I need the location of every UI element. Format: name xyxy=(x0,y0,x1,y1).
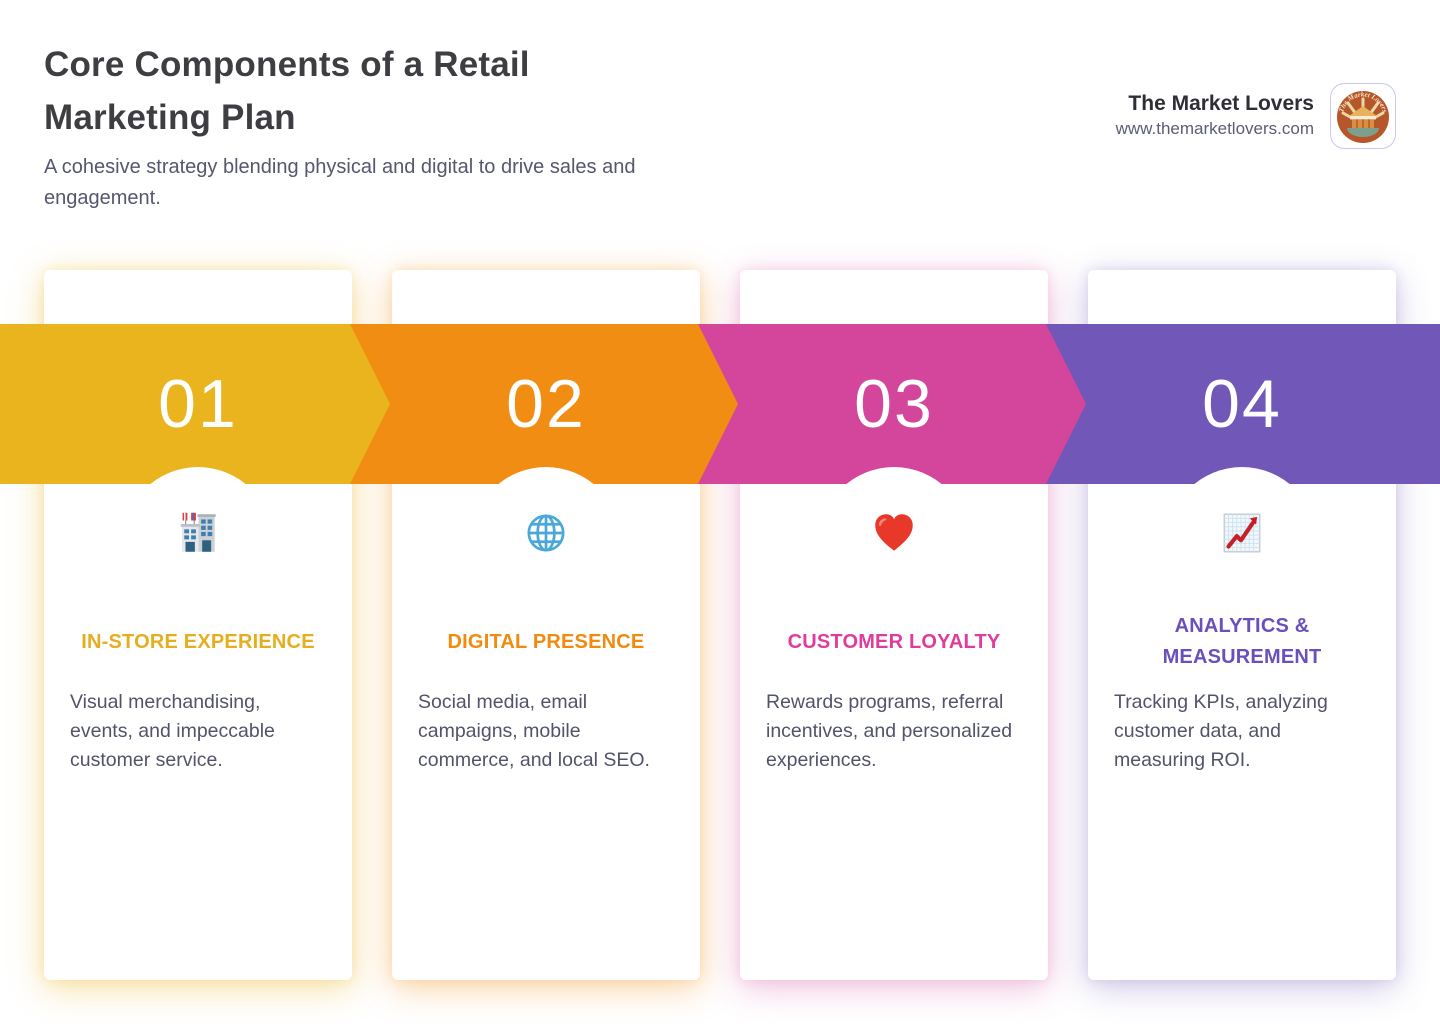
department-store-icon xyxy=(173,512,223,567)
brand-block: The Market Lovers www.themarketlovers.co… xyxy=(1116,83,1396,149)
icon-notch-4 xyxy=(1167,467,1317,617)
step-number-1: 01 xyxy=(158,366,238,442)
page-title: Core Components of a Retail Marketing Pl… xyxy=(44,45,530,137)
page-subtitle: A cohesive strategy blending physical an… xyxy=(44,156,636,209)
ribbon-segment-1 xyxy=(0,324,390,484)
step-description: Tracking KPIs, analyzing customer data, … xyxy=(1114,691,1328,771)
step-title: IN-STORE EXPERIENCE xyxy=(81,630,315,653)
step-description: Visual merchandising, events, and impecc… xyxy=(70,691,275,771)
step-number-2: 02 xyxy=(506,366,586,442)
step-number-3: 03 xyxy=(854,366,934,442)
heart-icon xyxy=(869,514,919,567)
step-title: DIGITAL PRESENCE xyxy=(447,630,645,653)
step-title: CUSTOMER LOYALTY xyxy=(787,630,1001,653)
brand-text: The Market Lovers www.themarketlovers.co… xyxy=(1116,91,1314,141)
globe-icon xyxy=(521,514,571,567)
icon-notch-1 xyxy=(123,467,273,617)
ribbon-segment-4 xyxy=(1046,324,1440,484)
ribbon-segment-3 xyxy=(698,324,1086,484)
step-number-4: 04 xyxy=(1202,366,1282,442)
step-description: Rewards programs, referral incentives, a… xyxy=(766,691,1013,771)
chart-increasing-icon xyxy=(1217,513,1267,567)
brand-name: The Market Lovers xyxy=(1128,92,1314,115)
step-ribbon xyxy=(0,324,1440,484)
brand-url: www.themarketlovers.com xyxy=(1115,119,1314,138)
step-description: Social media, email campaigns, mobile co… xyxy=(418,691,650,771)
ribbon-segment-2 xyxy=(350,324,738,484)
step-title: ANALYTICS & MEASUREMENT xyxy=(1162,615,1322,668)
icon-notch-3 xyxy=(819,467,969,617)
brand-logo-icon: The Market Lovers xyxy=(1330,83,1396,149)
icon-notch-2 xyxy=(471,467,621,617)
